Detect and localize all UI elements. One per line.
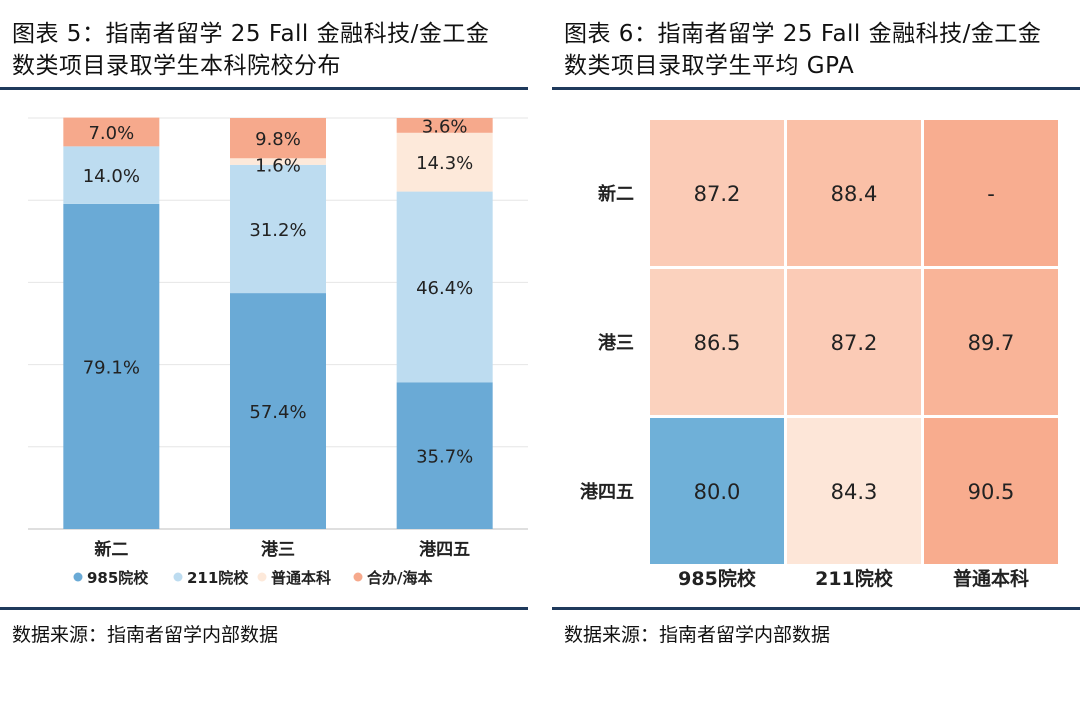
cell-value-label: 87.2 (831, 331, 878, 355)
data-label: 79.1% (83, 357, 140, 378)
row-label: 港三 (598, 333, 634, 354)
column-label: 985院校 (678, 567, 757, 590)
figure6-title-line1: 图表 6：指南者留学 25 Fall 金融科技/金工金 (564, 21, 1042, 47)
figure5-panel: 图表 5：指南者留学 25 Fall 金融科技/金工金 数类项目录取学生本科院校… (0, 0, 530, 702)
bar-segment (396, 382, 493, 529)
data-label: 9.8% (255, 129, 301, 150)
data-label: 14.0% (83, 166, 140, 187)
bar-segment (230, 158, 326, 165)
data-label: 35.7% (416, 447, 473, 468)
figure5-title-line2: 数类项目录取学生本科院校分布 (12, 53, 341, 79)
cell-value-label: 90.5 (968, 480, 1015, 504)
figure6-title-line2: 数类项目录取学生平均 GPA (564, 53, 855, 79)
bar-segment (230, 118, 326, 159)
cell-value-label: 80.0 (694, 480, 741, 504)
bar-segment (396, 118, 493, 133)
cell-value-label: 87.2 (694, 182, 741, 206)
heatmap-cell (924, 120, 1058, 266)
data-label: 46.4% (416, 278, 473, 299)
stacked-bar-chart: 79.1% 14.0% 7.0% 新二 57.4% 31.2% 1.6% 9.8% 港三 35.7… (28, 116, 528, 587)
figure5-title-line1: 图表 5：指南者留学 25 Fall 金融科技/金工金 (12, 21, 490, 47)
legend-label: 合办/海本 (366, 569, 432, 587)
x-tick-label: 港四五 (419, 539, 470, 560)
cell-value-label: 86.5 (694, 331, 741, 355)
legend-marker (257, 572, 267, 582)
data-label: 7.0% (88, 123, 134, 144)
figure6-panel: 图表 6：指南者留学 25 Fall 金融科技/金工金 数类项目录取学生平均 G… (552, 0, 1080, 702)
heatmap-cell (650, 120, 784, 266)
bar-segment (63, 146, 160, 204)
x-tick-label: 港三 (261, 539, 295, 560)
bar-segment (230, 293, 326, 529)
heatmap-cell (650, 418, 784, 564)
heatmap-cell (650, 269, 784, 415)
figure6-source: 数据来源：指南者留学内部数据 (564, 624, 831, 646)
legend-marker (173, 572, 183, 582)
figure5-bottom-rule (0, 607, 528, 610)
x-tick-label: 新二 (94, 539, 128, 560)
data-label: 3.6% (422, 116, 468, 137)
legend-label: 211院校 (187, 569, 249, 587)
figure6-title: 图表 6：指南者留学 25 Fall 金融科技/金工金 数类项目录取学生平均 G… (564, 18, 1041, 82)
figure5-source: 数据来源：指南者留学内部数据 (12, 624, 279, 646)
cell-value-label: 84.3 (831, 480, 878, 504)
cell-value-label: 88.4 (831, 182, 878, 206)
data-label: 1.6% (255, 155, 301, 176)
bar-segment (63, 203, 160, 530)
figure5-title: 图表 5：指南者留学 25 Fall 金融科技/金工金 数类项目录取学生本科院校… (12, 18, 489, 82)
figure5-top-rule (0, 87, 528, 90)
row-label: 新二 (598, 183, 634, 205)
bar-segment (396, 191, 493, 383)
legend-label: 985院校 (87, 569, 149, 587)
legend-marker (73, 572, 83, 582)
cell-value-label: 89.7 (968, 331, 1015, 355)
bar-segment (63, 117, 160, 147)
legend-marker (353, 572, 363, 582)
bar-segment (230, 164, 326, 294)
figure6-bottom-rule (552, 607, 1080, 610)
data-label: 14.3% (416, 153, 473, 174)
data-label: 57.4% (249, 402, 306, 423)
row-label: 港四五 (580, 482, 634, 503)
cell-value-label: - (987, 182, 995, 206)
data-label: 31.2% (249, 220, 306, 241)
column-label: 普通本科 (953, 567, 1029, 590)
gpa-heatmap: 新二 87.2 88.4 - 港三 86.5 87.2 89.7 港四五 80.0 84.3 90.5… (580, 120, 1058, 590)
bar-segment (396, 132, 493, 192)
heatmap-cell (924, 418, 1058, 564)
figure6-top-rule (552, 87, 1080, 90)
heatmap-cell (787, 418, 921, 564)
heatmap-cell (924, 269, 1058, 415)
heatmap-cell (787, 120, 921, 266)
column-label: 211院校 (815, 567, 894, 590)
heatmap-cell (787, 269, 921, 415)
legend-label: 普通本科 (271, 569, 331, 587)
